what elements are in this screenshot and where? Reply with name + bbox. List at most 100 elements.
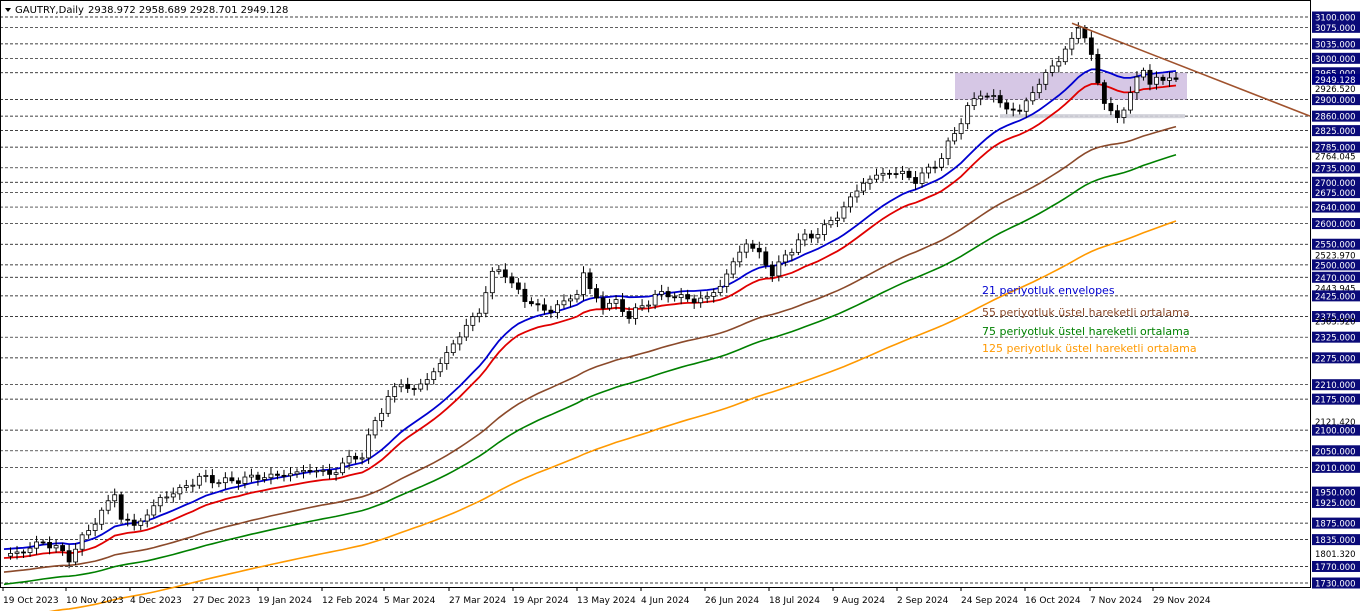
candle-body — [346, 455, 352, 464]
candle-body — [489, 270, 495, 294]
candle-body — [1108, 103, 1114, 112]
candle-body — [535, 303, 541, 306]
candle-body — [411, 388, 417, 390]
support-box — [1000, 114, 1185, 119]
date-tick-label: 27 Mar 2024 — [449, 596, 506, 606]
candle-body — [151, 505, 157, 516]
candle-body — [581, 272, 586, 295]
candle-body — [144, 514, 150, 522]
date-tick-label: 27 Dec 2023 — [193, 596, 251, 606]
candle-body — [281, 474, 287, 477]
candle-body — [294, 471, 300, 475]
candle-body — [307, 470, 313, 472]
price-tick-label: 2050.000 — [1315, 447, 1356, 457]
price-tick-label: 2735.000 — [1315, 164, 1356, 174]
candle-body — [359, 457, 365, 460]
candle-body — [183, 485, 189, 488]
candle-body — [620, 299, 625, 312]
candle-body — [841, 206, 847, 219]
candle-body — [99, 509, 105, 525]
price-tag — [1312, 11, 1360, 23]
price-tag — [1312, 331, 1360, 343]
price-tag — [1312, 393, 1360, 405]
chart-header: GAUTRY,Daily 2938.972 2958.689 2928.701 … — [5, 5, 288, 16]
candle-body — [1154, 76, 1159, 85]
candle-body — [496, 269, 502, 272]
price-tick-label: 2010.000 — [1315, 464, 1356, 474]
candle-body — [613, 299, 619, 304]
date-tick-label: 16 Oct 2024 — [1025, 596, 1081, 606]
candle-body — [561, 300, 567, 306]
candle-body — [607, 302, 612, 309]
candle-body — [190, 484, 196, 487]
candle-body — [255, 474, 261, 480]
candle-body — [333, 472, 339, 475]
candle-body — [691, 298, 697, 304]
candle-body — [776, 261, 782, 277]
price-tag — [1312, 73, 1360, 85]
candle-body — [900, 170, 905, 174]
candle-body — [848, 196, 853, 208]
candle-body — [939, 158, 944, 168]
candle-body — [79, 534, 85, 550]
ema21-line — [3, 82, 1177, 559]
date-tick-label: 12 Feb 2024 — [322, 596, 378, 606]
candle-body — [913, 177, 918, 184]
candle-body — [112, 494, 118, 502]
candle-body — [984, 95, 990, 98]
candle-body — [652, 293, 658, 306]
legend-item: 75 periyotluk üstel hareketli ortalama — [982, 325, 1190, 338]
candle-body — [1121, 109, 1127, 118]
date-tick-label: 24 Sep 2024 — [961, 596, 1018, 606]
price-tick-label: 1770.000 — [1315, 563, 1356, 573]
price-tick-label: 3100.000 — [1315, 14, 1356, 24]
price-tag — [1312, 445, 1360, 457]
candle-body — [105, 500, 111, 511]
price-tick-label: 2600.000 — [1315, 220, 1356, 230]
price-tag — [1312, 110, 1360, 122]
candle-body — [157, 497, 163, 507]
price-tag — [1312, 52, 1360, 64]
date-tick-label: 9 Aug 2024 — [833, 596, 885, 606]
candle-body — [756, 247, 762, 253]
candle-body — [353, 455, 359, 460]
candle-body — [639, 305, 645, 309]
candle-body — [463, 324, 469, 338]
date-tick-label: 19 Jan 2024 — [258, 596, 312, 606]
candle-body — [698, 297, 704, 304]
candle-body — [385, 396, 391, 414]
date-tick-label: 18 Jul 2024 — [769, 596, 820, 606]
candle-body — [476, 312, 482, 318]
price-tick-label: 2785.000 — [1315, 144, 1356, 154]
price-tag — [1312, 218, 1360, 230]
candle-body — [92, 523, 98, 531]
price-tick-label: 2375.000 — [1315, 313, 1356, 323]
price-tick-label: 2700.000 — [1315, 179, 1356, 189]
date-tick-label: 19 Oct 2023 — [3, 596, 59, 606]
price-tick-label: 1730.000 — [1315, 580, 1356, 590]
price-tick-label: 2325.000 — [1315, 334, 1356, 344]
price-tick-label: 2900.000 — [1315, 96, 1356, 106]
price-tag — [1312, 187, 1360, 199]
candle-body — [1147, 69, 1153, 85]
candle-body — [1062, 48, 1068, 63]
candle-body — [789, 251, 795, 256]
candle-body — [574, 294, 580, 300]
candle-body — [1043, 72, 1049, 85]
price-tick-label: 3075.000 — [1315, 24, 1356, 34]
candle-body — [568, 298, 573, 302]
candle-body — [314, 470, 319, 473]
candle-body — [450, 343, 456, 354]
candle-body — [242, 476, 248, 484]
candle-body — [1101, 82, 1107, 104]
dropdown-triangle-icon[interactable] — [5, 8, 11, 12]
price-tick-label: 2470.000 — [1315, 274, 1356, 284]
candle-body — [646, 304, 651, 307]
candle-body — [170, 493, 176, 498]
candle-body — [249, 474, 254, 478]
date-tick-label: 4 Dec 2023 — [130, 596, 182, 606]
candle-body — [268, 473, 274, 479]
price-tick-label: 2523.970 — [1315, 251, 1356, 261]
